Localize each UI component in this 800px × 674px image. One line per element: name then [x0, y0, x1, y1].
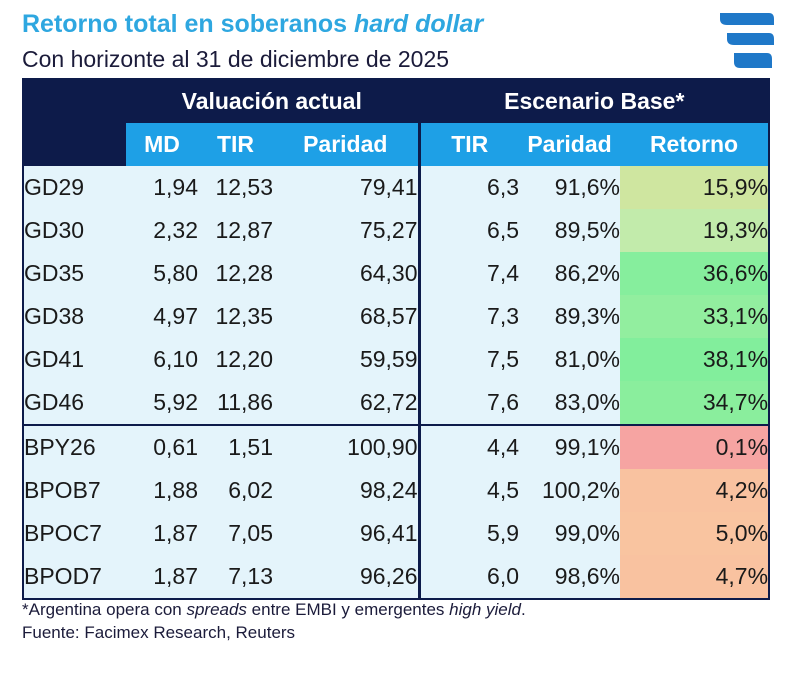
table-row: BPOC7 1,87 7,05 96,41 5,9 99,0% 5,0%	[23, 512, 770, 555]
paridad-base-cell: 98,6%	[519, 555, 621, 599]
tir-cell: 1,51	[198, 424, 273, 469]
paridad-cell: 62,72	[273, 381, 420, 425]
paridad-base-cell: 89,3%	[519, 295, 621, 338]
paridad-cell: 96,26	[273, 555, 420, 599]
paridad-base-cell: 91,6%	[519, 166, 621, 209]
paridad-cell: 68,57	[273, 295, 420, 338]
retorno-cell: 33,1%	[620, 295, 770, 338]
col-header-tir: TIR	[198, 123, 273, 166]
tir-base-cell: 4,4	[417, 424, 520, 469]
tir-base-cell: 6,5	[417, 209, 520, 252]
tir-cell: 12,35	[198, 295, 273, 338]
tir-cell: 12,28	[198, 252, 273, 295]
retorno-cell: 4,2%	[620, 469, 770, 512]
paridad-base-cell: 86,2%	[519, 252, 621, 295]
table-row: BPOB7 1,88 6,02 98,24 4,5 100,2% 4,2%	[23, 469, 770, 512]
paridad-cell: 98,24	[273, 469, 420, 512]
table-row: GD30 2,32 12,87 75,27 6,5 89,5% 19,3%	[23, 209, 770, 252]
md-cell: 4,97	[126, 295, 198, 338]
paridad-base-cell: 99,0%	[519, 512, 621, 555]
tir-base-cell: 6,3	[417, 166, 520, 209]
bond-name-cell: GD30	[23, 209, 126, 252]
bond-name-cell: BPOB7	[23, 469, 126, 512]
footnote: *Argentina opera con spreads entre EMBI …	[22, 600, 526, 619]
bond-name-cell: GD35	[23, 252, 126, 295]
paridad-cell: 96,41	[273, 512, 420, 555]
table-column-header-row: MD TIR Paridad TIR Paridad Retorno	[23, 123, 770, 166]
paridad-cell: 59,59	[273, 338, 420, 381]
bond-name-cell: GD41	[23, 338, 126, 381]
table-row: GD46 5,92 11,86 62,72 7,6 83,0% 34,7%	[23, 381, 770, 425]
retorno-cell: 15,9%	[620, 166, 770, 209]
table-row: GD29 1,94 12,53 79,41 6,3 91,6% 15,9%	[23, 166, 770, 209]
md-cell: 2,32	[126, 209, 198, 252]
col-header-paridad-base: Paridad	[519, 123, 621, 166]
md-cell: 5,80	[126, 252, 198, 295]
table-group-header-row: Valuación actual Escenario Base*	[23, 79, 770, 123]
table-row: BPY26 0,61 1,51 100,90 4,4 99,1% 0,1%	[23, 424, 770, 469]
md-cell: 1,88	[126, 469, 198, 512]
bond-name-cell: GD38	[23, 295, 126, 338]
col-header-tir-base: TIR	[417, 123, 520, 166]
paridad-base-cell: 100,2%	[519, 469, 621, 512]
tir-cell: 6,02	[198, 469, 273, 512]
paridad-base-cell: 81,0%	[519, 338, 621, 381]
paridad-cell: 64,30	[273, 252, 420, 295]
table-row: BPOD7 1,87 7,13 96,26 6,0 98,6% 4,7%	[23, 555, 770, 599]
tir-cell: 11,86	[198, 381, 273, 425]
tir-cell: 12,53	[198, 166, 273, 209]
paridad-base-cell: 89,5%	[519, 209, 621, 252]
tir-base-cell: 7,6	[417, 381, 520, 425]
facimex-logo-icon	[720, 13, 774, 68]
col-header-retorno: Retorno	[620, 123, 770, 166]
bond-name-cell: GD29	[23, 166, 126, 209]
bond-name-cell: BPOD7	[23, 555, 126, 599]
bond-name-cell: GD46	[23, 381, 126, 425]
bond-name-cell: BPY26	[23, 424, 126, 469]
table-row: GD35 5,80 12,28 64,30 7,4 86,2% 36,6%	[23, 252, 770, 295]
report-title: Retorno total en soberanos hard dollar	[22, 10, 484, 38]
tir-base-cell: 7,5	[417, 338, 520, 381]
tir-cell: 12,87	[198, 209, 273, 252]
paridad-cell: 79,41	[273, 166, 420, 209]
col-header-md: MD	[126, 123, 198, 166]
retorno-cell: 19,3%	[620, 209, 770, 252]
tir-cell: 7,05	[198, 512, 273, 555]
report-subtitle: Con horizonte al 31 de diciembre de 2025	[22, 46, 450, 72]
table-row: GD41 6,10 12,20 59,59 7,5 81,0% 38,1%	[23, 338, 770, 381]
group-header-base: Escenario Base*	[417, 79, 770, 123]
retorno-cell: 5,0%	[620, 512, 770, 555]
md-cell: 6,10	[126, 338, 198, 381]
group-header-current: Valuación actual	[126, 79, 420, 123]
table-body: GD29 1,94 12,53 79,41 6,3 91,6% 15,9% GD30 2,32 1…	[23, 166, 770, 599]
tir-base-cell: 5,9	[417, 512, 520, 555]
md-cell: 1,94	[126, 166, 198, 209]
retorno-cell: 36,6%	[620, 252, 770, 295]
tir-base-cell: 7,3	[417, 295, 520, 338]
retorno-cell: 38,1%	[620, 338, 770, 381]
retorno-cell: 34,7%	[620, 381, 770, 425]
table-row: GD38 4,97 12,35 68,57 7,3 89,3% 33,1%	[23, 295, 770, 338]
paridad-base-cell: 83,0%	[519, 381, 621, 425]
col-header-paridad: Paridad	[273, 123, 420, 166]
tir-base-cell: 7,4	[417, 252, 520, 295]
bond-returns-table: Valuación actual Escenario Base* MD TIR …	[22, 78, 771, 600]
retorno-cell: 0,1%	[620, 424, 770, 469]
md-cell: 5,92	[126, 381, 198, 425]
md-cell: 1,87	[126, 512, 198, 555]
source-note: Fuente: Facimex Research, Reuters	[22, 623, 296, 642]
md-cell: 0,61	[126, 424, 198, 469]
paridad-base-cell: 99,1%	[519, 424, 621, 469]
retorno-cell: 4,7%	[620, 555, 770, 599]
paridad-cell: 100,90	[273, 424, 420, 469]
paridad-cell: 75,27	[273, 209, 420, 252]
tir-cell: 7,13	[198, 555, 273, 599]
tir-base-cell: 4,5	[417, 469, 520, 512]
md-cell: 1,87	[126, 555, 198, 599]
bond-name-cell: BPOC7	[23, 512, 126, 555]
tir-base-cell: 6,0	[417, 555, 520, 599]
tir-cell: 12,20	[198, 338, 273, 381]
